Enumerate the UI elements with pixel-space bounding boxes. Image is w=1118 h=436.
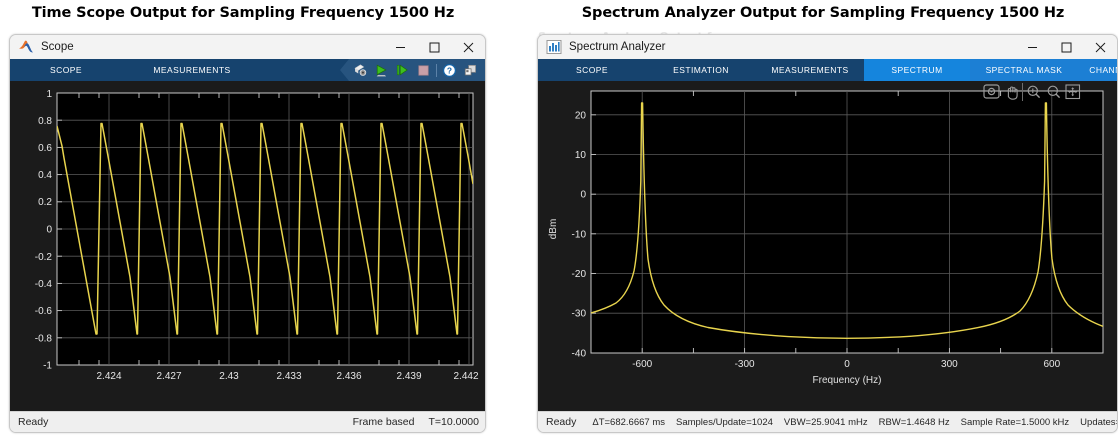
svg-text:20: 20 (575, 110, 587, 121)
svg-text:0: 0 (844, 359, 850, 370)
spectrum-analyzer-window: Spectrum Analyzer SCOPE ES (537, 34, 1118, 433)
help-icon[interactable]: ? (439, 61, 460, 79)
tab-scope[interactable]: SCOPE (49, 65, 82, 75)
simulation-settings-icon[interactable] (350, 61, 371, 79)
spectrum-statusbar: Ready ΔT=682.6667 ms Samples/Update=1024… (538, 411, 1117, 432)
tab-spectrum[interactable]: SPECTRUM (864, 59, 970, 81)
svg-text:2.439: 2.439 (396, 371, 421, 382)
svg-text:-30: -30 (572, 309, 587, 320)
svg-text:2.436: 2.436 (336, 371, 361, 382)
tab-measurements[interactable]: MEASUREMENTS (153, 65, 231, 75)
stop-icon[interactable] (413, 61, 434, 79)
svg-text:0: 0 (46, 225, 52, 236)
svg-text:1: 1 (46, 89, 52, 100)
step-forward-icon[interactable] (392, 61, 413, 79)
plot-toolbar (983, 83, 1081, 101)
svg-text:0.4: 0.4 (38, 170, 52, 181)
scope-status-mode: Frame based (352, 416, 415, 428)
svg-text:?: ? (447, 65, 452, 75)
svg-text:-600: -600 (632, 359, 652, 370)
svg-text:600: 600 (1043, 359, 1060, 370)
spectrum-plot-svg: 20 10 0 -10 -20 -30 -40 dBm -600 -300 (538, 81, 1117, 411)
matlab-scope-icon (18, 39, 34, 55)
time-scope-plot[interactable]: 1 0.8 0.6 0.4 0.2 0 -0.2 -0.4 -0.6 -0.8 … (10, 81, 485, 411)
fit-to-view-icon (983, 84, 1000, 99)
scope-ribbon: SCOPE MEASUREMENTS (10, 59, 485, 81)
status-rbw: RBW=1.4648 Hz (878, 416, 950, 428)
pan-icon (1007, 86, 1018, 100)
zoom-in-icon (1027, 85, 1041, 99)
scope-window-controls (383, 35, 485, 59)
svg-text:0: 0 (580, 190, 586, 201)
svg-text:2.424: 2.424 (96, 371, 121, 382)
status-sample-rate: Sample Rate=1.5000 kHz (960, 416, 1070, 428)
status-samples-update: Samples/Update=1024 (675, 416, 773, 428)
svg-text:-300: -300 (735, 359, 755, 370)
status-updates: Updates=14 (1080, 416, 1117, 428)
scope-toolbar: ? (340, 59, 485, 81)
svg-text:-0.8: -0.8 (35, 333, 53, 344)
svg-text:2.442: 2.442 (453, 371, 478, 382)
zoom-out-icon (1047, 85, 1061, 99)
tab-spectral-mask[interactable]: SPECTRAL MASK (970, 59, 1078, 81)
svg-text:dBm: dBm (548, 219, 559, 240)
spectrum-ribbon: SCOPE ESTIMATION MEASUREMENTS SPECTRUM S… (538, 59, 1117, 81)
spectrum-ribbon-tabs: SCOPE ESTIMATION MEASUREMENTS SPECTRUM S… (538, 59, 1117, 81)
spectrum-analyzer-caption: Spectrum Analyzer Output for Sampling Fr… (581, 5, 1065, 21)
scope-status-time: T=10.0000 (428, 416, 479, 428)
scope-window: Scope SCOPE MEASUREMENTS (9, 34, 486, 433)
scope-tool-pill: ? (340, 59, 485, 81)
spectrum-plot[interactable]: 20 10 0 -10 -20 -30 -40 dBm -600 -300 (538, 81, 1117, 411)
svg-text:-20: -20 (572, 269, 587, 280)
tab-measurements[interactable]: MEASUREMENTS (771, 65, 849, 75)
scope-ribbon-tabs: SCOPE MEASUREMENTS (10, 59, 262, 81)
svg-text:-0.4: -0.4 (35, 279, 53, 290)
run-icon[interactable] (371, 61, 392, 79)
svg-text:0.2: 0.2 (38, 197, 52, 208)
maximize-button[interactable] (1049, 35, 1083, 59)
spectrum-analyzer-icon (546, 39, 562, 55)
svg-text:-1: -1 (43, 361, 52, 372)
scope-window-title: Scope (41, 41, 74, 53)
svg-text:0.6: 0.6 (38, 143, 52, 154)
time-scope-svg: 1 0.8 0.6 0.4 0.2 0 -0.2 -0.4 -0.6 -0.8 … (10, 81, 485, 411)
minimize-button[interactable] (1015, 35, 1049, 59)
status-vbw: VBW=25.9041 mHz (783, 416, 868, 428)
layout-icon[interactable] (460, 61, 481, 79)
svg-text:2.427: 2.427 (156, 371, 181, 382)
spectrum-window-title: Spectrum Analyzer (569, 41, 666, 53)
svg-text:Frequency (Hz): Frequency (Hz) (813, 375, 882, 386)
close-button[interactable] (451, 35, 485, 59)
scope-status-right: Frame based T=10.0000 (353, 416, 479, 428)
tab-channel-measurements[interactable]: CHANNEL MEASUREMENTS (1078, 59, 1117, 81)
svg-text:-0.2: -0.2 (35, 252, 53, 263)
minimize-button[interactable] (383, 35, 417, 59)
maximize-button[interactable] (417, 35, 451, 59)
time-scope-caption: Time Scope Output for Sampling Frequency… (31, 5, 455, 21)
tab-estimation[interactable]: ESTIMATION (673, 65, 729, 75)
status-delta-t: ΔT=682.6667 ms (592, 416, 665, 428)
svg-text:-0.6: -0.6 (35, 306, 53, 317)
svg-text:2.43: 2.43 (219, 371, 239, 382)
toolbar-separator (436, 63, 437, 77)
svg-text:300: 300 (941, 359, 958, 370)
scope-statusbar: Ready Frame based T=10.0000 (10, 411, 485, 432)
scope-status-ready: Ready (18, 416, 49, 428)
svg-text:-40: -40 (572, 349, 587, 360)
svg-text:10: 10 (575, 150, 587, 161)
tab-scope[interactable]: SCOPE (575, 65, 608, 75)
svg-text:0.8: 0.8 (38, 116, 52, 127)
spectrum-window-controls (1015, 35, 1117, 59)
spectrum-status-ready: Ready (546, 416, 577, 428)
spectrum-status-metrics: ΔT=682.6667 ms Samples/Update=1024 VBW=2… (592, 416, 1117, 428)
svg-text:-10: -10 (572, 229, 587, 240)
spectrum-titlebar: Spectrum Analyzer (538, 35, 1117, 59)
scope-titlebar: Scope (10, 35, 485, 59)
restore-view-icon (1065, 84, 1081, 100)
close-button[interactable] (1083, 35, 1117, 59)
svg-text:2.433: 2.433 (276, 371, 301, 382)
